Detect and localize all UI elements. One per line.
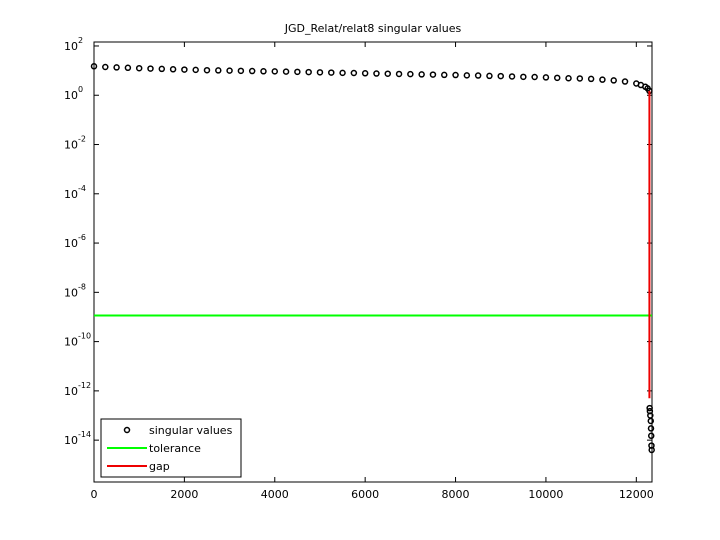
x-tick-label: 6000: [351, 488, 379, 501]
x-tick-label: 12000: [619, 488, 654, 501]
data-point: [350, 69, 358, 77]
data-point: [237, 67, 245, 75]
x-tick-label: 10000: [528, 488, 563, 501]
data-point: [576, 75, 584, 82]
y-tick-label: 102: [64, 36, 83, 53]
data-point: [452, 71, 459, 79]
y-tick-exponent: -12: [78, 381, 91, 390]
x-tick-label: 4000: [261, 488, 289, 501]
data-point: [248, 67, 256, 75]
data-point: [587, 75, 595, 83]
data-point: [648, 446, 655, 454]
y-tick-label: 10-2: [64, 135, 86, 152]
x-tick-label: 8000: [442, 488, 470, 501]
data-point: [647, 432, 655, 440]
y-tick-exponent: -10: [78, 332, 91, 341]
data-point: [215, 67, 222, 74]
data-point: [429, 71, 437, 78]
y-tick-exponent: 2: [78, 36, 83, 45]
data-point: [316, 69, 324, 76]
data-point: [395, 70, 403, 78]
data-point: [520, 73, 527, 81]
data-point: [497, 72, 504, 80]
data-point: [282, 68, 290, 75]
data-point: [418, 71, 425, 78]
y-tick-label: 10-14: [64, 430, 91, 447]
y-tick-base: 10: [64, 434, 78, 447]
y-tick-label: 10-10: [64, 332, 91, 349]
x-tick-label: 0: [91, 488, 98, 501]
y-tick-label: 10-8: [64, 282, 86, 299]
y-tick-exponent: -2: [78, 135, 86, 144]
data-point: [102, 63, 109, 71]
data-point: [463, 72, 471, 79]
data-point: [553, 74, 561, 82]
data-point: [294, 68, 301, 76]
data-point: [90, 63, 98, 70]
data-point: [361, 70, 369, 77]
data-point: [192, 66, 199, 74]
data-point: [328, 69, 335, 76]
data-point: [647, 417, 655, 425]
y-tick-base: 10: [64, 385, 78, 398]
data-point: [508, 73, 516, 80]
data-point: [565, 74, 572, 82]
data-point: [181, 66, 188, 73]
y-tick-base: 10: [64, 89, 78, 102]
data-point: [474, 72, 482, 79]
y-tick-base: 10: [64, 286, 78, 299]
y-tick-label: 10-6: [64, 233, 86, 250]
data-point: [531, 73, 538, 81]
y-tick-label: 10-12: [64, 381, 91, 398]
y-tick-exponent: -6: [78, 233, 86, 242]
data-point: [646, 404, 653, 412]
data-point: [610, 77, 617, 84]
data-point: [260, 68, 267, 75]
data-point: [373, 70, 380, 77]
data-point: [113, 64, 120, 71]
data-point: [542, 74, 550, 81]
legend-label: gap: [149, 460, 170, 473]
plot-frame: [93, 41, 653, 483]
data-point: [384, 70, 392, 77]
y-tick-base: 10: [64, 188, 78, 201]
y-tick-base: 10: [64, 40, 78, 53]
data-point: [305, 68, 312, 76]
data-point: [647, 425, 655, 432]
y-tick-exponent: -8: [78, 282, 86, 291]
y-tick-label: 100: [64, 85, 83, 102]
y-tick-label: 10-4: [64, 184, 86, 201]
data-point: [621, 78, 629, 85]
data-point: [339, 69, 346, 77]
y-tick-exponent: -14: [78, 430, 91, 439]
x-tick-label: 2000: [170, 488, 198, 501]
data-point: [599, 76, 606, 83]
y-tick-base: 10: [64, 237, 78, 250]
y-tick-exponent: 0: [78, 85, 83, 94]
data-point: [226, 67, 233, 74]
data-point: [147, 65, 154, 72]
data-point: [124, 64, 132, 72]
legend-marker: [123, 426, 131, 434]
data-point: [271, 68, 279, 75]
data-point: [203, 66, 211, 74]
legend-label: tolerance: [149, 442, 201, 455]
data-point: [169, 66, 177, 73]
y-tick-base: 10: [64, 139, 78, 152]
legend-label: singular values: [149, 424, 233, 437]
data-point: [407, 70, 414, 78]
data-point: [135, 64, 143, 72]
y-tick-base: 10: [64, 336, 78, 349]
data-point: [440, 71, 448, 79]
data-point: [158, 65, 166, 73]
y-tick-exponent: -4: [78, 184, 86, 193]
data-point: [486, 72, 493, 80]
chart-title: JGD_Relat/relat8 singular values: [284, 22, 462, 35]
